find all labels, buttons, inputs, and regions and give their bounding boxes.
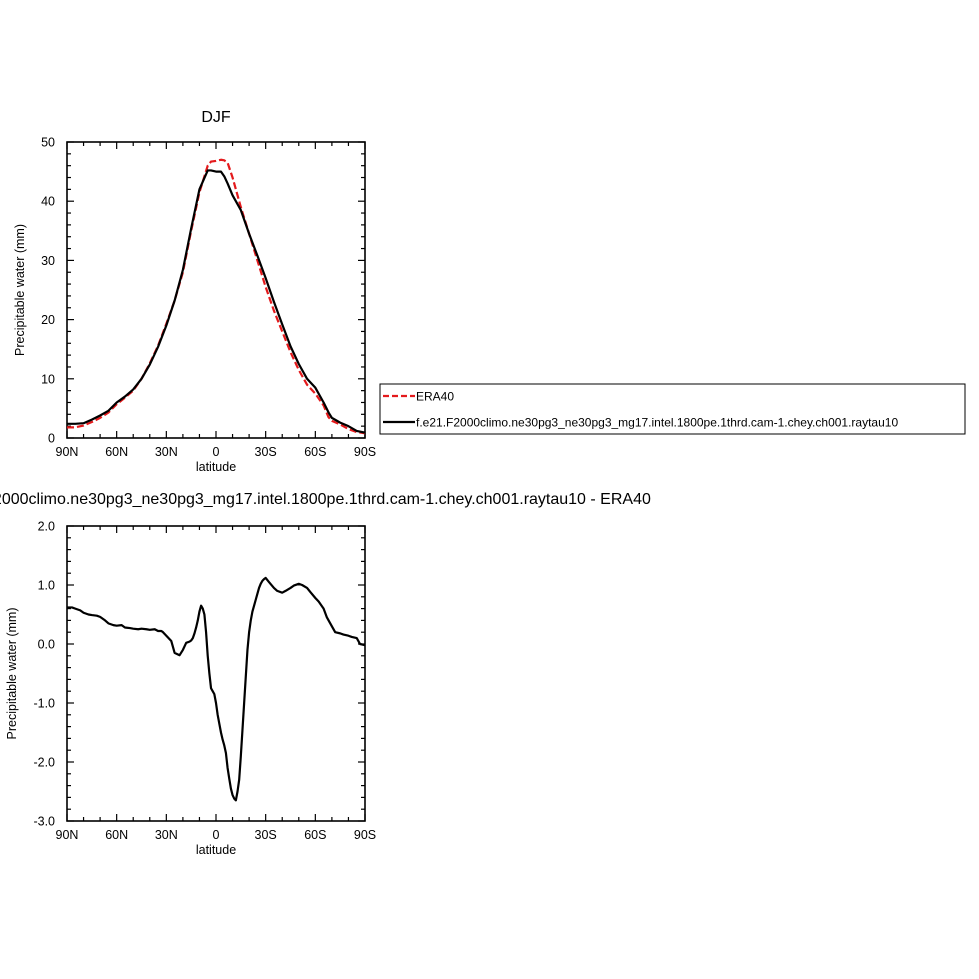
x-tick-label: 60S bbox=[304, 445, 326, 459]
chart-title: f.e21.F2000climo.ne30pg3_ne30pg3_mg17.in… bbox=[0, 491, 651, 508]
x-axis-label: latitude bbox=[196, 460, 236, 474]
x-tick-label: 30N bbox=[155, 828, 178, 842]
x-tick-label: 90N bbox=[56, 445, 79, 459]
y-tick-label: -1.0 bbox=[33, 697, 55, 711]
y-tick-label: 0 bbox=[48, 432, 55, 446]
legend-label-2: f.e21.F2000climo.ne30pg3_ne30pg3_mg17.in… bbox=[416, 416, 898, 430]
y-tick-label: 50 bbox=[41, 136, 55, 150]
y-tick-label: 2.0 bbox=[38, 520, 55, 534]
legend-label-1: ERA40 bbox=[416, 390, 454, 404]
y-tick-label: -2.0 bbox=[33, 756, 55, 770]
x-tick-label: 30S bbox=[255, 828, 277, 842]
chart-title: DJF bbox=[201, 109, 231, 126]
plot-frame bbox=[66, 525, 366, 822]
y-axis-label: Precipitable water (mm) bbox=[13, 224, 27, 356]
y-tick-label: 20 bbox=[41, 313, 55, 327]
x-tick-label: 0 bbox=[213, 828, 220, 842]
y-tick-label: 0.0 bbox=[38, 638, 55, 652]
y-tick-label: 40 bbox=[41, 195, 55, 209]
x-tick-label: 90S bbox=[354, 828, 376, 842]
y-axis-label: Precipitable water (mm) bbox=[5, 608, 19, 740]
series-line-1 bbox=[67, 158, 365, 435]
x-tick-label: 60S bbox=[304, 828, 326, 842]
x-tick-label: 90S bbox=[354, 445, 376, 459]
series-line-2 bbox=[67, 169, 365, 434]
y-tick-label: 30 bbox=[41, 254, 55, 268]
series-line-1 bbox=[67, 576, 365, 802]
x-tick-label: 30S bbox=[255, 445, 277, 459]
x-tick-label: 60N bbox=[105, 828, 128, 842]
x-axis-label: latitude bbox=[196, 843, 236, 857]
legend: ERA40 f.e21.F2000climo.ne30pg3_ne30pg3_mg… bbox=[379, 383, 966, 435]
panel-2: 90N 60N 30N 0 30S 60S 90S -3.0 -2.0 -1.0 0.0 1.0 2.0… bbox=[0, 491, 651, 857]
y-tick-label: 10 bbox=[41, 372, 55, 386]
x-tick-label: 60N bbox=[105, 445, 128, 459]
panel-1: 90N 60N 30N 0 30S 60S 90S 0 10 20 30 40 50 latitude Pr… bbox=[13, 109, 966, 474]
legend-box bbox=[379, 383, 966, 435]
x-tick-label: 90N bbox=[56, 828, 79, 842]
y-tick-label: 1.0 bbox=[38, 579, 55, 593]
x-tick-label: 30N bbox=[155, 445, 178, 459]
plot-frame bbox=[66, 141, 366, 439]
y-tick-label: -3.0 bbox=[33, 815, 55, 829]
x-tick-label: 0 bbox=[213, 445, 220, 459]
